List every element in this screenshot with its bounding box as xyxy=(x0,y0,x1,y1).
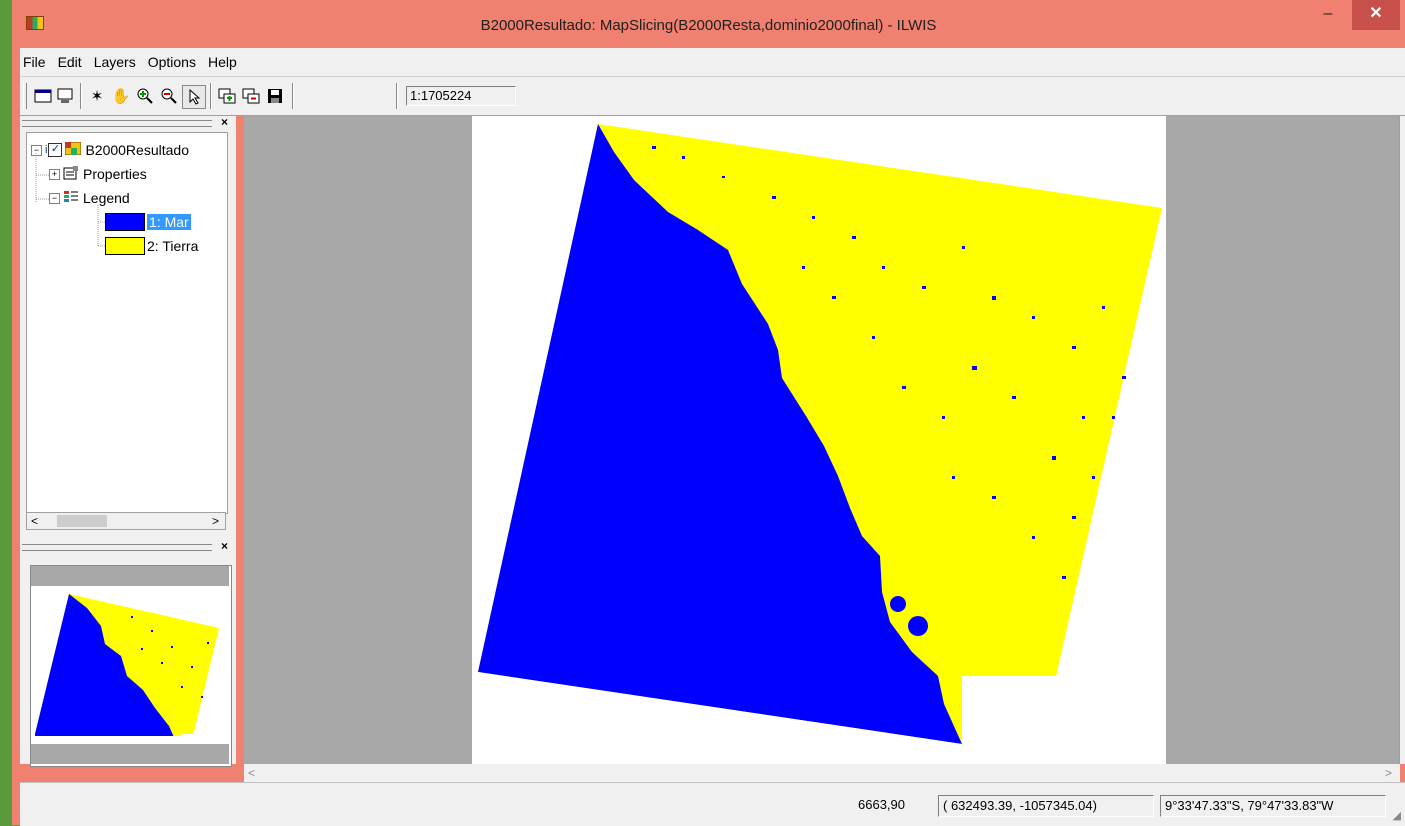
info-icon: i xyxy=(45,144,48,156)
map-canvas[interactable] xyxy=(472,116,1166,764)
map-slicing-image[interactable] xyxy=(472,116,1166,764)
layer-name: B2000Resultado xyxy=(85,142,189,158)
save-icon[interactable] xyxy=(264,85,286,107)
properties-label: Properties xyxy=(83,166,147,182)
menu-help[interactable]: Help xyxy=(207,54,237,70)
collapse-icon[interactable]: − xyxy=(49,192,60,204)
scroll-left-icon[interactable]: < xyxy=(31,514,39,528)
layer-tree: − i ✓ B2000Resultado + Properties − xyxy=(26,132,228,514)
overview-map-image xyxy=(31,594,229,744)
pointer-star-icon[interactable]: ✶ xyxy=(90,88,104,105)
menu-options[interactable]: Options xyxy=(147,54,196,70)
sea-region xyxy=(478,124,962,744)
swatch-mar xyxy=(105,213,145,231)
title-bar[interactable]: B2000Resultado: MapSlicing(B2000Resta,do… xyxy=(12,0,1405,48)
expand-icon[interactable]: + xyxy=(49,168,60,180)
new-map-icon[interactable] xyxy=(32,85,54,107)
status-bar: 6663,90 ( 632493.39, -1057345.04) 9°33'4… xyxy=(20,782,1405,826)
tree-horizontal-scrollbar[interactable]: < > xyxy=(26,512,226,530)
map-vertical-scrollbar[interactable]: ▲ ▼ xyxy=(1400,116,1405,764)
scale-field[interactable]: 1:1705224 xyxy=(406,86,516,106)
add-layer-icon[interactable] xyxy=(216,85,238,107)
menu-file[interactable]: File xyxy=(23,54,46,70)
swatch-tierra xyxy=(105,237,145,255)
map-layer-icon xyxy=(64,141,82,158)
scroll-right-icon[interactable]: > xyxy=(1384,766,1392,780)
status-coordinates: ( 632493.39, -1057345.04) xyxy=(938,795,1154,817)
close-button[interactable]: ✕ xyxy=(1352,0,1400,30)
status-latlon: 9°33'47.33"S, 79°47'33.83"W xyxy=(1160,795,1386,817)
zoom-in-icon[interactable] xyxy=(134,85,156,107)
display-icon[interactable] xyxy=(54,85,76,107)
legend-item-tierra[interactable]: 2: Tierra xyxy=(105,235,198,257)
resize-grip-icon[interactable]: ◢ xyxy=(1392,810,1401,822)
layer-panel-header[interactable]: × xyxy=(20,115,236,130)
legend-item-label: 1: Mar xyxy=(147,214,191,230)
layer-visible-checkbox[interactable]: ✓ xyxy=(48,143,63,157)
legend-item-mar[interactable]: 1: Mar xyxy=(105,211,191,233)
ilwis-app-icon[interactable] xyxy=(26,16,44,30)
close-panel-icon[interactable]: × xyxy=(220,115,228,129)
sea-specks xyxy=(652,146,1126,579)
scroll-right-icon[interactable]: > xyxy=(211,514,219,528)
properties-icon xyxy=(63,165,79,183)
legend-icon xyxy=(63,190,79,207)
window-title: B2000Resultado: MapSlicing(B2000Resta,do… xyxy=(480,17,937,34)
scroll-left-icon[interactable]: < xyxy=(248,766,256,780)
scroll-up-icon[interactable]: ▲ xyxy=(1403,122,1405,133)
remove-layer-icon[interactable] xyxy=(240,85,262,107)
minimize-button[interactable]: – xyxy=(1323,5,1333,22)
status-rowcol: 6663,90 xyxy=(858,797,905,812)
tree-root[interactable]: − i ✓ B2000Resultado xyxy=(31,139,189,161)
overview-panel-header[interactable]: × xyxy=(20,539,236,554)
tree-properties[interactable]: + Properties xyxy=(49,163,147,185)
pan-hand-icon[interactable]: ✋ xyxy=(111,88,131,105)
legend-label: Legend xyxy=(83,190,130,206)
scroll-down-icon[interactable]: ▼ xyxy=(1403,746,1405,757)
close-panel-icon[interactable]: × xyxy=(220,539,228,553)
zoom-out-icon[interactable] xyxy=(158,85,180,107)
tree-legend[interactable]: − Legend xyxy=(49,187,130,209)
application-window: B2000Resultado: MapSlicing(B2000Resta,do… xyxy=(12,0,1405,826)
select-arrow-icon[interactable] xyxy=(182,85,206,109)
toolbar: ✶ ✋ 1:1705224 xyxy=(20,76,1405,116)
overview-map[interactable] xyxy=(30,565,232,767)
map-horizontal-scrollbar[interactable]: < > xyxy=(244,764,1400,782)
legend-item-label: 2: Tierra xyxy=(147,238,199,254)
map-view[interactable] xyxy=(244,116,1399,764)
scroll-thumb[interactable] xyxy=(57,515,107,527)
toolbar-grip[interactable] xyxy=(23,83,27,109)
menu-bar: File Edit Layers Options Help xyxy=(20,48,1405,76)
menu-layers[interactable]: Layers xyxy=(93,54,136,70)
menu-edit[interactable]: Edit xyxy=(57,54,82,70)
